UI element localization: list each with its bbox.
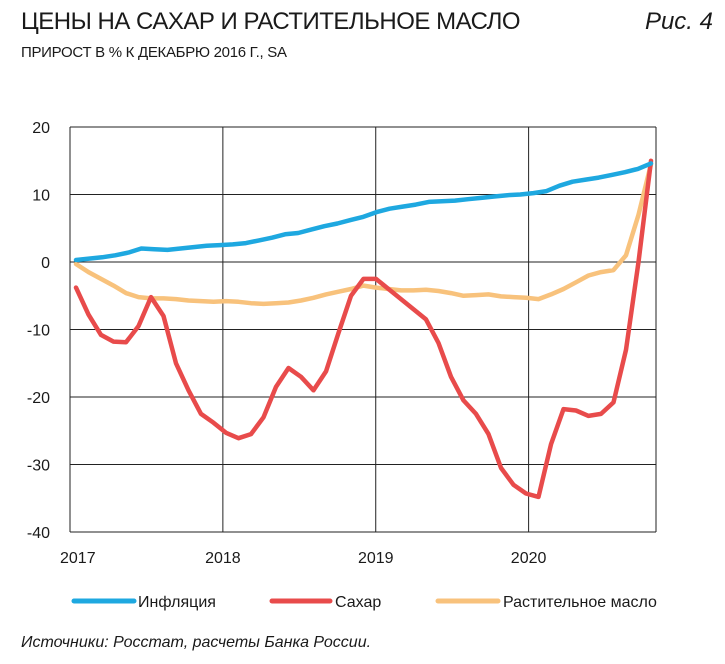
legend-label: Инфляция <box>138 594 216 611</box>
y-tick-label: 10 <box>32 188 50 205</box>
series-line-2 <box>73 161 654 307</box>
legend-label: Сахар <box>335 594 381 611</box>
x-tick-label: 2018 <box>205 550 241 567</box>
y-tick-label: -30 <box>27 458 50 475</box>
x-tick-label: 2020 <box>511 550 547 567</box>
x-axis-ticks: 2017 2018 2019 2020 <box>60 550 547 567</box>
legend-label: Растительное масло <box>503 594 657 611</box>
series-line-0 <box>73 161 654 263</box>
line-chart: 20 10 0 -10 -20 -30 -40 2017 2018 2019 2020 Инфля… <box>27 120 657 611</box>
y-tick-label: -20 <box>27 390 50 407</box>
y-tick-label: 20 <box>32 120 50 137</box>
y-tick-label: -10 <box>27 323 50 340</box>
legend: Инфляция Сахар Растительное масло <box>71 594 657 611</box>
x-tick-label: 2019 <box>358 550 394 567</box>
y-axis-ticks: 20 10 0 -10 -20 -30 -40 <box>27 120 50 542</box>
series-lines <box>73 158 654 500</box>
y-tick-label: -40 <box>27 525 50 542</box>
chart-subtitle: ПРИРОСТ В % К ДЕКАБРЮ 2016 Г., SA <box>21 44 287 61</box>
y-tick-label: 0 <box>41 255 50 272</box>
source-note: Источники: Росстат, расчеты Банка России… <box>21 634 372 651</box>
series-line-1 <box>73 158 654 500</box>
figure-label: Рис. 4 <box>644 8 713 35</box>
x-tick-label: 2017 <box>60 550 96 567</box>
chart-title: ЦЕНЫ НА САХАР И РАСТИТЕЛЬНОЕ МАСЛО <box>21 8 521 35</box>
grid <box>69 126 657 533</box>
